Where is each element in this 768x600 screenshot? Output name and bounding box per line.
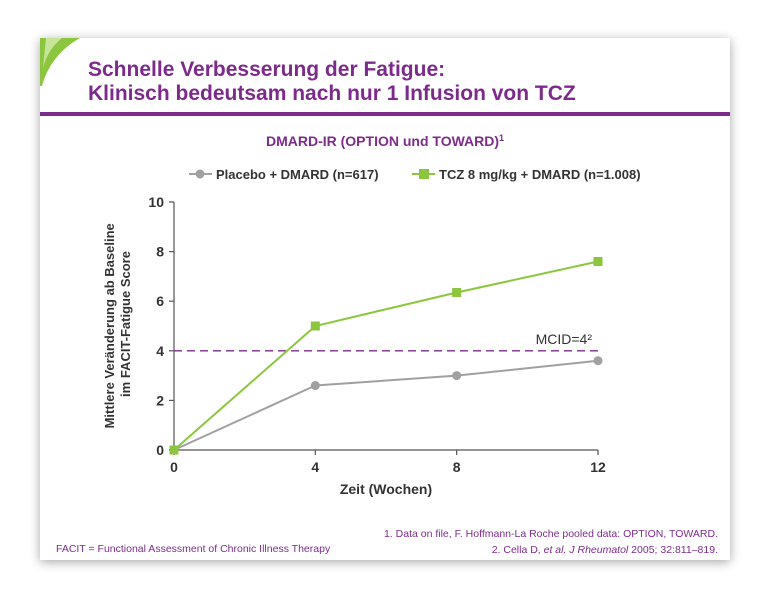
slide-title-line-2: Klinisch bedeutsam nach nur 1 Infusion v… [88, 82, 576, 105]
legend-label-placebo: Placebo + DMARD (n=617) [216, 167, 379, 182]
chart-title-superscript: 1 [499, 133, 504, 143]
mcid-label: MCID=4² [536, 331, 593, 347]
series-0-point-1 [310, 381, 320, 391]
y-axis-label: Mittlere Veränderung ab Baseline im FACI… [102, 220, 133, 429]
series-line-0 [173, 359, 599, 451]
x-axis-label: Zeit (Wochen) [340, 481, 432, 497]
x-tick-label-3: 12 [590, 459, 606, 475]
x-tick-label-2: 8 [453, 459, 461, 475]
slide: DMARD-IR (OPTION und TOWARD)1 Placebo + … [40, 38, 730, 560]
legend-marker-tcz [419, 169, 429, 179]
reference-1: 1. Data on file, F. Hoffmann-La Roche po… [383, 528, 718, 540]
legend: Placebo + DMARD (n=617) TCZ 8 mg/kg + DM… [189, 167, 641, 182]
series-1-point-2 [452, 288, 462, 298]
green-swoosh-highlight [43, 38, 62, 68]
slide-graphics: DMARD-IR (OPTION und TOWARD)1 Placebo + … [40, 38, 641, 497]
y-tick-label-1: 2 [156, 392, 164, 408]
series-1-point-3 [593, 257, 603, 267]
slide-title-line-1: Schnelle Verbesserung der Fatigue: [88, 58, 446, 81]
footnote-references: 1. Data on file, F. Hoffmann-La Roche po… [384, 526, 718, 558]
reference-2: 2. Cella D, et al. J Rheumatol 2005; 32:… [491, 544, 718, 556]
y-tick-label-4: 8 [156, 244, 164, 260]
legend-label-tcz: TCZ 8 mg/kg + DMARD (n=1.008) [439, 167, 641, 182]
series-1-point-1 [310, 321, 320, 331]
chart-title: DMARD-IR (OPTION und TOWARD)1 [266, 133, 504, 149]
plot-area: 0 2 4 6 8 10 0 4 8 12 MCID=4² [148, 194, 606, 475]
legend-marker-placebo [195, 169, 205, 179]
slide-title: Schnelle Verbesserung der Fatigue: Klini… [88, 58, 576, 106]
y-tick-label-0: 0 [156, 442, 164, 458]
x-tick-label-1: 4 [311, 459, 319, 475]
footnote-abbreviation: FACIT = Functional Assessment of Chronic… [56, 543, 331, 555]
x-tick-label-0: 0 [170, 459, 178, 475]
y-tick-label-5: 10 [148, 194, 164, 210]
series-0-point-2 [452, 371, 462, 381]
series-0-point-3 [593, 356, 603, 366]
series-1-point-0 [169, 445, 179, 455]
y-tick-label-3: 6 [156, 293, 164, 309]
series-line-1 [173, 260, 599, 451]
title-divider [40, 112, 730, 116]
y-tick-label-2: 4 [156, 343, 164, 359]
